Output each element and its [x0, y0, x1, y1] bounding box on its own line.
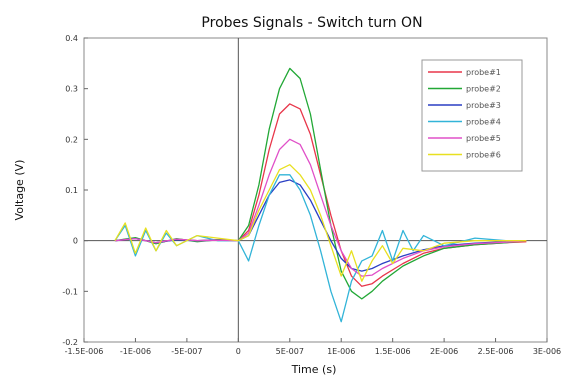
legend-label: probe#6 — [466, 151, 501, 160]
x-tick-label: 2E-006 — [430, 347, 458, 356]
x-tick-label: 5E-007 — [276, 347, 304, 356]
chart-title: Probes Signals - Switch turn ON — [201, 15, 422, 31]
y-tick-label: 0.3 — [65, 85, 78, 94]
x-tick-label: 2.5E-006 — [478, 347, 514, 356]
x-tick-label: 3E-006 — [533, 347, 561, 356]
y-tick-label: 0.4 — [65, 34, 78, 43]
y-tick-label: 0.2 — [65, 135, 78, 144]
y-tick-label: 0.1 — [65, 186, 78, 195]
x-tick-label: 1E-006 — [327, 347, 355, 356]
series-line-probe6 — [114, 164, 527, 282]
x-tick-label: -1.5E-006 — [65, 347, 104, 356]
legend-label: probe#5 — [466, 134, 501, 143]
legend-label: probe#3 — [466, 101, 501, 110]
legend-box — [421, 59, 523, 172]
x-axis-label: Time (s) — [291, 363, 337, 376]
legend-label: probe#1 — [466, 68, 501, 77]
x-tick-label: -1E-006 — [120, 347, 151, 356]
x-tick-label: 1.5E-006 — [375, 347, 411, 356]
legend: probe#1 probe#2 probe#3 probe#4 probe#5 probe… — [421, 59, 523, 172]
x-tick-label: 0 — [236, 347, 241, 356]
y-tick-label: -0.1 — [62, 287, 78, 296]
legend-label: probe#4 — [466, 118, 501, 127]
y-axis-ticks: -0.2 -0.1 0 0.1 0.2 0.3 0.4 — [62, 34, 88, 347]
x-tick-label: -5E-007 — [171, 347, 202, 356]
series-line-probe4 — [114, 174, 527, 323]
y-tick-label: 0 — [73, 237, 78, 246]
y-axis-label: Voltage (V) — [13, 160, 26, 221]
y-tick-label: -0.2 — [62, 338, 78, 347]
x-axis-ticks: -1.5E-006 -1E-006 -5E-007 0 5E-007 1E-006 1.5E… — [65, 338, 561, 356]
series-line-probe5 — [114, 138, 527, 277]
legend-label: probe#2 — [466, 85, 501, 94]
series-layer — [114, 67, 527, 323]
